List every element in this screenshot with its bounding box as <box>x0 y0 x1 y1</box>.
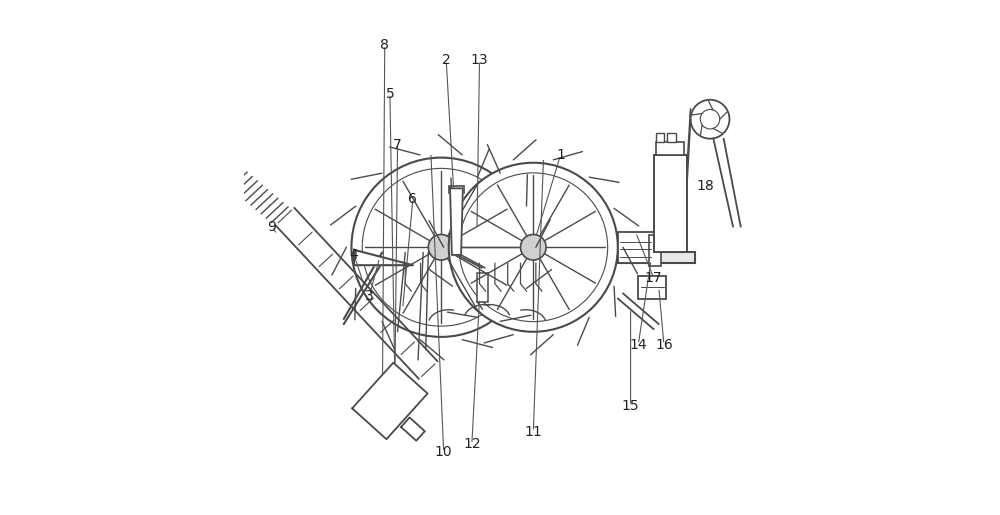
Text: 12: 12 <box>463 437 481 452</box>
Bar <box>618 232 654 263</box>
Text: 15: 15 <box>622 399 639 413</box>
Text: 6: 6 <box>408 192 417 205</box>
Circle shape <box>459 173 608 322</box>
Polygon shape <box>354 250 413 265</box>
Polygon shape <box>401 418 425 441</box>
Circle shape <box>362 168 520 326</box>
Text: 10: 10 <box>435 445 452 459</box>
Bar <box>654 154 687 252</box>
Text: 16: 16 <box>655 337 673 352</box>
Circle shape <box>449 163 618 332</box>
Text: 18: 18 <box>696 179 714 193</box>
Circle shape <box>691 100 729 139</box>
Bar <box>656 132 664 142</box>
Bar <box>357 252 695 263</box>
Bar <box>656 142 684 154</box>
Text: 5: 5 <box>385 87 394 100</box>
Polygon shape <box>352 363 428 439</box>
Bar <box>638 276 666 299</box>
Text: 13: 13 <box>471 53 488 67</box>
Text: 2: 2 <box>442 53 451 67</box>
Text: 7: 7 <box>393 138 402 152</box>
Circle shape <box>520 234 546 260</box>
Text: 3: 3 <box>365 289 374 303</box>
Text: 8: 8 <box>380 38 389 52</box>
Bar <box>667 132 676 142</box>
Text: 17: 17 <box>645 271 662 285</box>
Text: 9: 9 <box>268 220 276 234</box>
Text: 4: 4 <box>350 248 358 262</box>
Text: 14: 14 <box>629 337 647 352</box>
Text: 11: 11 <box>524 425 542 439</box>
Polygon shape <box>450 188 463 255</box>
Circle shape <box>428 234 454 260</box>
Circle shape <box>351 158 531 337</box>
Circle shape <box>700 110 720 129</box>
Bar <box>449 186 464 194</box>
Bar <box>649 235 661 266</box>
Text: 1: 1 <box>556 148 565 162</box>
Bar <box>477 273 488 302</box>
